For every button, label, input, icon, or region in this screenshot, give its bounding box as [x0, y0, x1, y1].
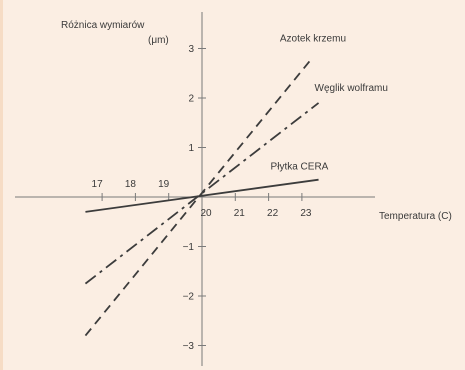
x-tick-label-21: 21 — [234, 208, 246, 219]
y-tick-label--3: −3 — [183, 341, 195, 352]
y-axis-title: Różnica wymiarów — [61, 20, 145, 31]
y-tick-label--2: −2 — [183, 292, 195, 303]
series-line-w-glik-wolframu — [84, 102, 320, 285]
y-tick-label--1: −1 — [183, 242, 195, 253]
series-line-p-ytka-cera — [85, 178, 319, 213]
x-tick-label-22: 22 — [267, 208, 279, 219]
x-tick-label-17: 17 — [92, 179, 104, 190]
x-tick-label-20: 20 — [200, 208, 212, 219]
y-axis-unit: (μm) — [148, 35, 169, 46]
y-tick-label-2: 2 — [188, 94, 194, 105]
y-tick-label-3: 3 — [188, 44, 194, 55]
series-label-p-ytka-cera: Płytka CERA — [271, 162, 329, 173]
y-tick-label-1: 1 — [188, 143, 194, 154]
x-tick-label-18: 18 — [125, 179, 137, 190]
series-label-w-glik-wolframu: Węglik wolframu — [315, 83, 388, 94]
x-tick-label-23: 23 — [300, 208, 312, 219]
x-tick-label-19: 19 — [158, 179, 170, 190]
series-label-azotek-krzemu: Azotek krzemu — [280, 33, 346, 44]
x-axis-title: Temperatura (C) — [379, 211, 452, 222]
